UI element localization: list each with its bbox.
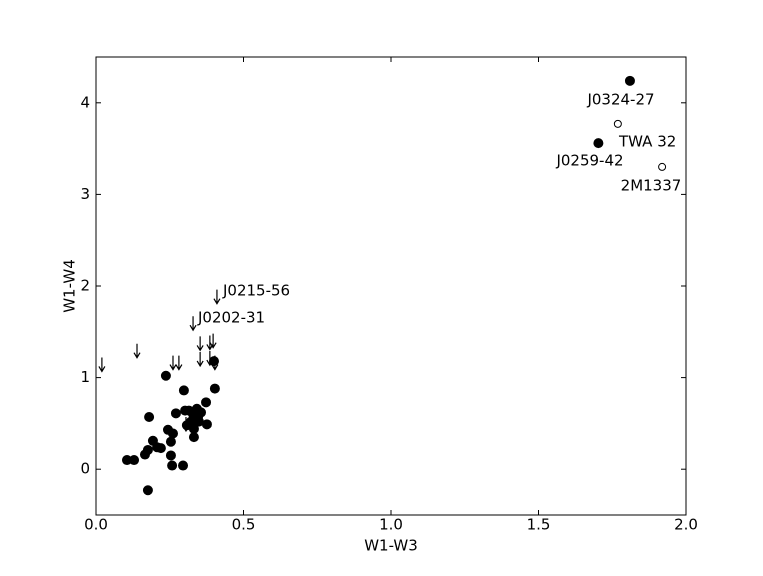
point xyxy=(178,460,189,471)
annotation: J0202-31 xyxy=(197,309,265,327)
point xyxy=(160,370,171,381)
y-tick-label: 1 xyxy=(80,368,90,386)
open-point xyxy=(658,162,667,171)
y-tick-label: 4 xyxy=(80,93,90,111)
upper-limit-arrow xyxy=(206,351,214,367)
upper-limit-arrow xyxy=(182,416,190,433)
upper-limit-arrow xyxy=(206,335,214,351)
annotation: TWA 32 xyxy=(618,133,676,151)
point xyxy=(188,432,199,443)
point xyxy=(129,455,140,466)
point xyxy=(624,75,635,86)
point xyxy=(142,485,153,496)
annotation: J0259-42 xyxy=(555,152,623,170)
point xyxy=(165,436,176,447)
upper-limit-arrow xyxy=(196,351,204,368)
upper-limit-arrow xyxy=(213,289,221,305)
point xyxy=(142,444,153,455)
y-tick-label: 3 xyxy=(80,185,90,203)
upper-limit-arrow xyxy=(98,357,106,373)
point xyxy=(170,408,181,419)
y-tick-label: 2 xyxy=(80,277,90,295)
annotation: 2M1337 xyxy=(621,177,682,195)
point xyxy=(155,443,166,454)
upper-limit-arrow xyxy=(169,355,177,371)
annotation: J0215-56 xyxy=(222,282,290,300)
y-axis-label: W1-W4 xyxy=(61,259,79,313)
x-tick-label: 0.0 xyxy=(84,516,108,534)
point xyxy=(196,407,207,418)
upper-limit-arrow xyxy=(175,355,183,371)
plot-frame xyxy=(95,56,687,516)
point xyxy=(593,138,604,149)
x-axis-label: W1-W3 xyxy=(364,537,418,555)
open-point xyxy=(613,119,622,128)
point xyxy=(201,419,212,430)
x-tick-label: 1.5 xyxy=(527,516,551,534)
point xyxy=(209,383,220,394)
x-tick-label: 0.5 xyxy=(232,516,256,534)
point xyxy=(165,450,176,461)
upper-limit-arrow xyxy=(209,333,217,349)
x-tick-label: 1.0 xyxy=(379,516,403,534)
upper-limit-arrow xyxy=(189,316,197,332)
upper-limit-arrow xyxy=(196,336,204,352)
point xyxy=(201,397,212,408)
annotation: J0324-27 xyxy=(586,91,654,109)
y-tick-label: 0 xyxy=(80,460,90,478)
upper-limit-arrow xyxy=(211,355,219,371)
x-tick-label: 2.0 xyxy=(674,516,698,534)
point xyxy=(144,411,155,422)
point xyxy=(167,460,178,471)
point xyxy=(167,428,178,439)
upper-limit-arrow xyxy=(133,343,141,359)
point xyxy=(178,385,189,396)
